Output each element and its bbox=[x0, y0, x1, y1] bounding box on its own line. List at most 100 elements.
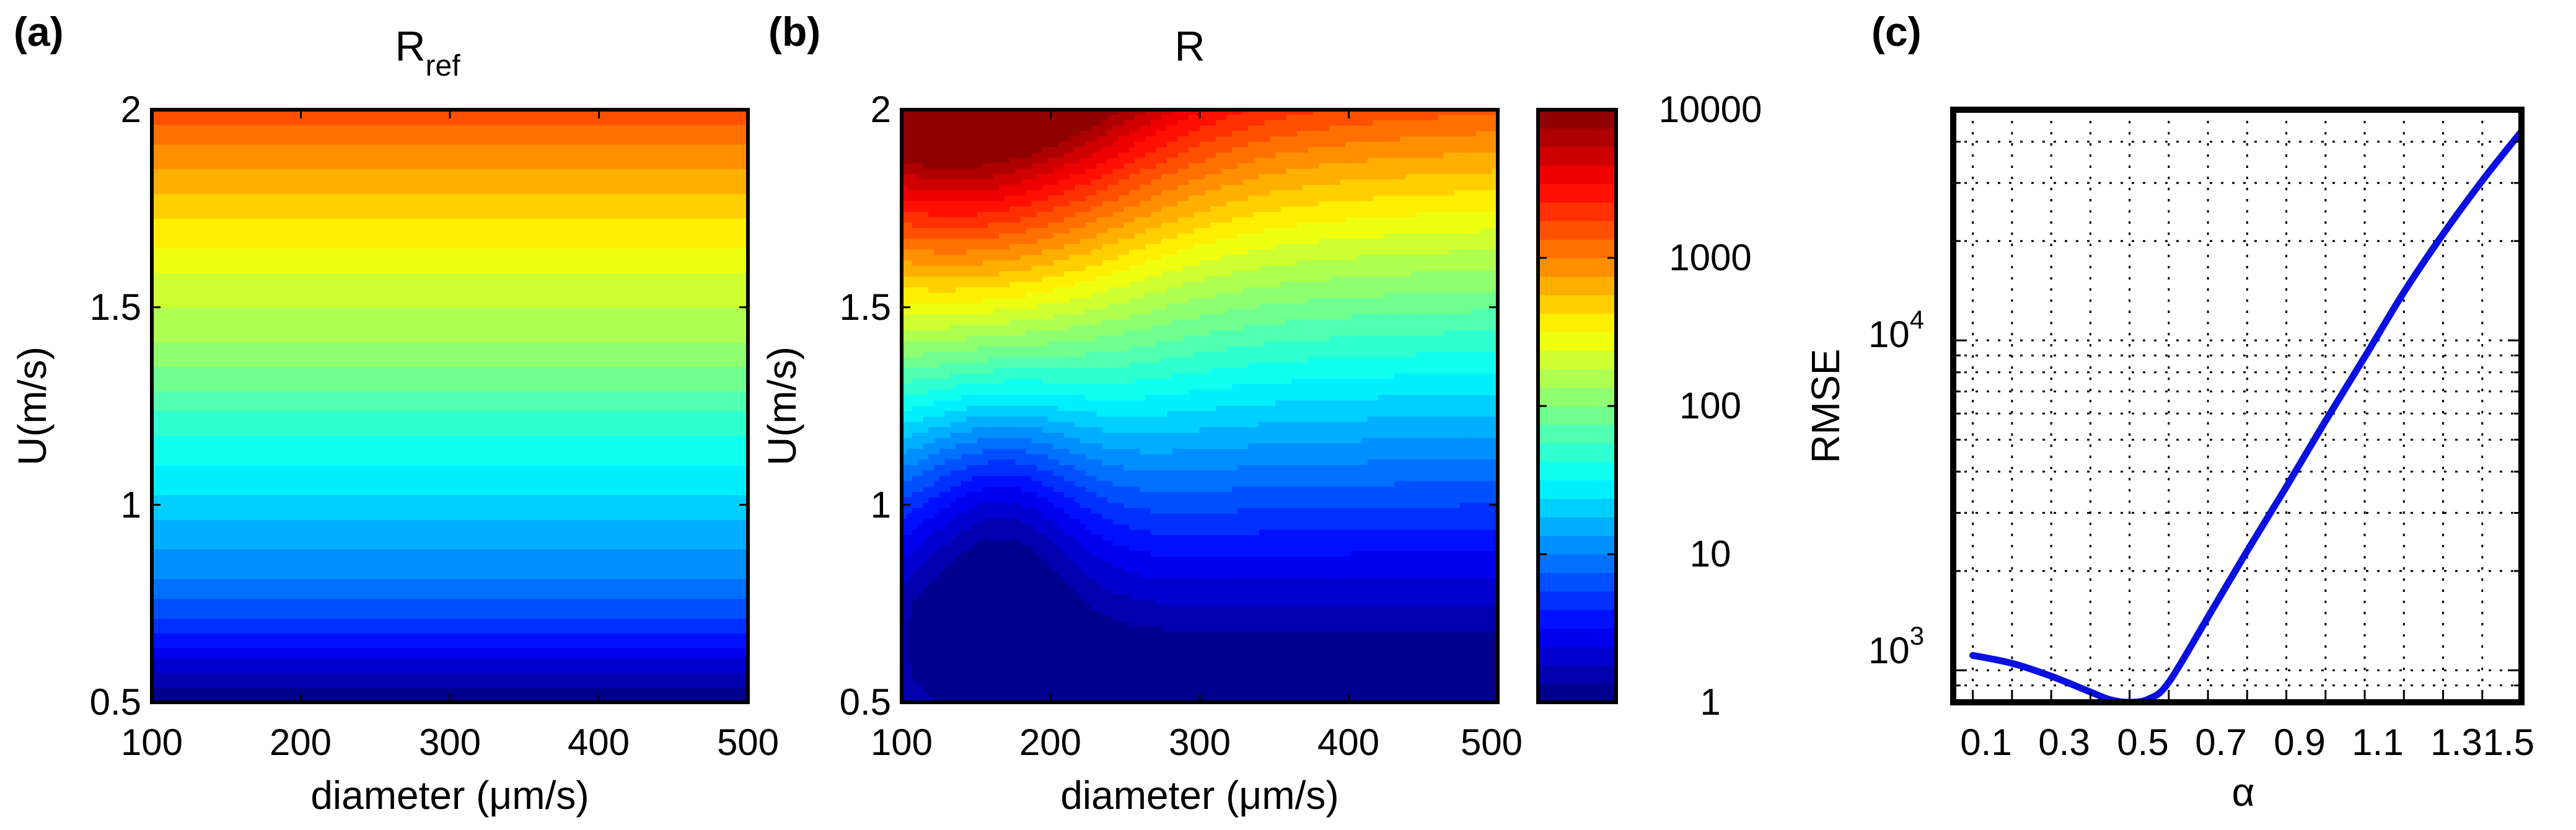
contour-cell bbox=[1118, 341, 1124, 347]
contour-cell bbox=[1324, 174, 1330, 180]
contour-cell bbox=[1351, 211, 1358, 218]
contour-cell bbox=[1150, 136, 1157, 143]
contour-cell bbox=[1102, 152, 1108, 159]
contour-cell bbox=[1487, 120, 1493, 126]
contour-cell bbox=[1275, 211, 1281, 218]
contour-cell bbox=[1177, 265, 1184, 272]
contour-cell bbox=[1053, 115, 1060, 121]
contour-cell bbox=[1356, 303, 1363, 309]
contour-cell bbox=[1145, 125, 1151, 132]
contour-cell bbox=[1193, 211, 1200, 218]
contour-cell bbox=[1308, 201, 1314, 207]
contour-cell bbox=[1183, 157, 1189, 164]
contour-cell bbox=[1107, 110, 1114, 116]
contour-cell bbox=[1042, 169, 1048, 175]
contour-band bbox=[152, 687, 748, 693]
contour-cell bbox=[1004, 125, 1011, 132]
contour-cell bbox=[1053, 233, 1060, 239]
contour-cell bbox=[939, 201, 946, 207]
contour-cell bbox=[1426, 120, 1433, 126]
contour-cell bbox=[1335, 120, 1341, 126]
contour-cell bbox=[1373, 330, 1379, 337]
contour-cell bbox=[928, 115, 934, 121]
contour-cell bbox=[1021, 163, 1027, 169]
contour-band bbox=[152, 307, 748, 313]
contour-cell bbox=[1361, 239, 1368, 245]
contour-cell bbox=[1128, 281, 1135, 288]
contour-cell bbox=[1150, 249, 1157, 256]
contour-cell bbox=[1128, 131, 1135, 137]
contour-cell bbox=[1297, 265, 1303, 272]
contour-cell bbox=[1383, 271, 1390, 277]
contour-cell bbox=[1448, 223, 1455, 229]
contour-cell bbox=[1361, 179, 1368, 186]
contour-cell bbox=[1177, 131, 1184, 137]
contour-cell bbox=[1291, 120, 1298, 126]
contour-cell bbox=[1405, 201, 1412, 207]
contour-cell bbox=[1128, 174, 1135, 180]
contour-cell bbox=[1075, 271, 1081, 277]
contour-cell bbox=[1047, 174, 1054, 180]
contour-band bbox=[152, 524, 748, 530]
contour-cell bbox=[1475, 125, 1482, 132]
contour-cell bbox=[999, 185, 1005, 191]
contour-cell bbox=[1454, 211, 1461, 218]
contour-cell bbox=[1123, 276, 1130, 283]
panel-a-xtick: 100 bbox=[121, 722, 183, 763]
contour-cell bbox=[1031, 141, 1038, 148]
contour-cell bbox=[1021, 309, 1027, 315]
contour-cell bbox=[1053, 244, 1060, 250]
contour-cell bbox=[1069, 152, 1076, 159]
contour-cell bbox=[1118, 309, 1124, 315]
contour-cell bbox=[1481, 260, 1487, 267]
contour-cell bbox=[1324, 115, 1330, 121]
contour-cell bbox=[944, 174, 951, 180]
contour-band bbox=[152, 183, 748, 189]
contour-band bbox=[152, 361, 748, 367]
contour-cell bbox=[1058, 223, 1065, 229]
contour-cell bbox=[1167, 157, 1173, 164]
contour-cell bbox=[1340, 201, 1347, 207]
contour-cell bbox=[923, 125, 930, 132]
contour-cell bbox=[1302, 271, 1309, 277]
contour-cell bbox=[1123, 260, 1130, 267]
contour-cell bbox=[1118, 239, 1124, 245]
contour-cell bbox=[1383, 163, 1390, 169]
contour-cell bbox=[1009, 239, 1016, 245]
contour-cell bbox=[1031, 206, 1038, 213]
contour-cell bbox=[1422, 217, 1428, 223]
contour-cell bbox=[961, 265, 967, 272]
contour-cell bbox=[1405, 335, 1412, 342]
contour-cell bbox=[1443, 131, 1449, 137]
contour-cell bbox=[934, 185, 940, 191]
contour-cell bbox=[956, 211, 962, 218]
contour-cell bbox=[917, 233, 924, 239]
contour-cell bbox=[1275, 179, 1281, 186]
contour-cell bbox=[1378, 265, 1384, 272]
contour-cell bbox=[1183, 265, 1189, 272]
contour-cell bbox=[1107, 265, 1114, 272]
contour-cell bbox=[917, 293, 924, 299]
contour-cell bbox=[1140, 293, 1146, 299]
contour-cell bbox=[1058, 244, 1065, 250]
contour-cell bbox=[1075, 190, 1081, 196]
contour-cell bbox=[1031, 157, 1038, 164]
contour-cell bbox=[961, 276, 967, 283]
contour-cell bbox=[1286, 211, 1293, 218]
contour-cell bbox=[1356, 319, 1363, 326]
contour-cell bbox=[1140, 141, 1146, 148]
contour-cell bbox=[1172, 265, 1179, 272]
contour-cell bbox=[1297, 190, 1303, 196]
contour-cell bbox=[1031, 179, 1038, 186]
contour-cell bbox=[1448, 298, 1455, 304]
contour-cell bbox=[902, 325, 908, 331]
contour-cell bbox=[1335, 195, 1341, 202]
contour-cell bbox=[928, 206, 934, 213]
contour-cell bbox=[1481, 249, 1487, 256]
contour-cell bbox=[1193, 185, 1200, 191]
contour-cell bbox=[1031, 309, 1038, 315]
contour-cell bbox=[1080, 309, 1086, 315]
contour-cell bbox=[1080, 157, 1086, 164]
contour-cell bbox=[1487, 125, 1493, 132]
contour-cell bbox=[982, 201, 989, 207]
